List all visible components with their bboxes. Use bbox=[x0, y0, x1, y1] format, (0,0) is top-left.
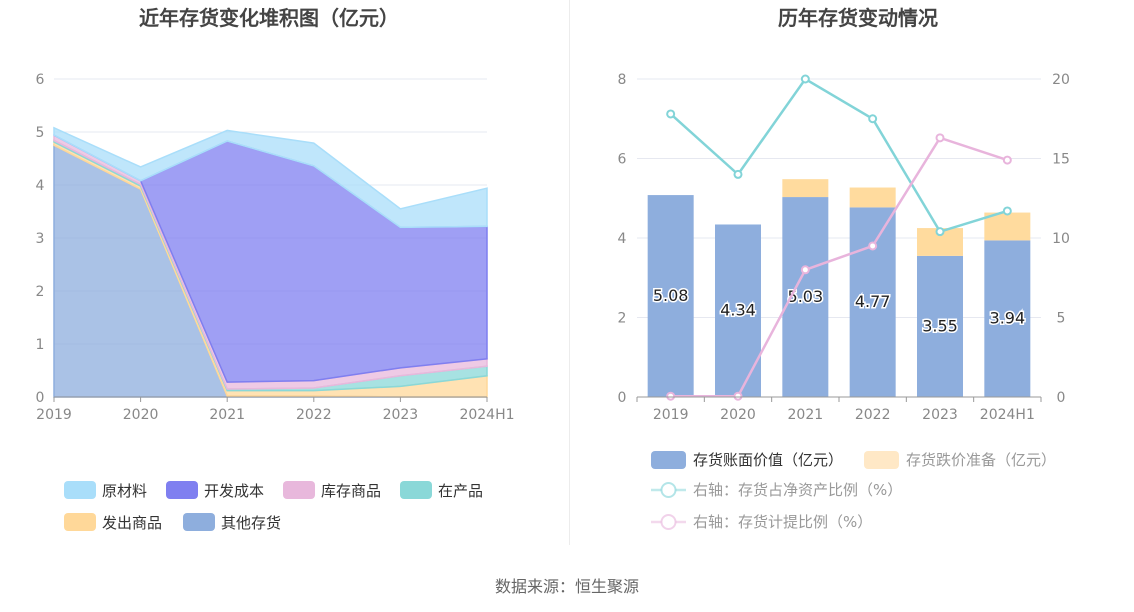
line-右轴：存货占净资产比例（%） bbox=[669, 77, 1008, 234]
left-x-tick-label: 2024H1 bbox=[459, 407, 514, 423]
bar-book-value bbox=[849, 207, 896, 397]
legend-swatch bbox=[864, 451, 899, 469]
left-x-tick-label: 2023 bbox=[383, 407, 419, 423]
line-point bbox=[868, 241, 878, 251]
left-y-tick-label: 0 bbox=[36, 390, 45, 406]
right-x-tick-label: 2023 bbox=[922, 407, 958, 423]
left-axis: 0 1 2 3 4 5 6 2019 2020 2021 2022 2023 2024H1 bbox=[36, 72, 515, 423]
right-right-y-tick-label: 5 bbox=[1057, 311, 1066, 327]
right-x-tick-label: 2022 bbox=[855, 407, 891, 423]
left-y-tick-label: 4 bbox=[36, 178, 45, 194]
legend-label: 原材料 bbox=[102, 482, 147, 500]
right-right-y-tick-label: 15 bbox=[1052, 152, 1070, 168]
right-gridlines bbox=[637, 78, 1041, 318]
right-x-tick-label: 2021 bbox=[788, 407, 824, 423]
legend-swatch bbox=[183, 513, 215, 531]
bar-data-label: 5.03 bbox=[788, 287, 824, 306]
line-point bbox=[935, 133, 945, 143]
legend-swatch bbox=[64, 481, 96, 499]
line-point bbox=[666, 109, 676, 119]
line-point bbox=[1002, 155, 1012, 165]
bar-line-chart: 历年存货变动情况 5.084.345.03 4.773.55 3.94 024680… bbox=[618, 6, 1070, 531]
bar-provision bbox=[984, 212, 1031, 241]
right-axis: 0 2 4 6 8 0 5 10 15 20 2019 2020 2021 2022 2023 2024H1 bbox=[618, 72, 1070, 423]
left-x-tick-label: 2022 bbox=[296, 407, 332, 423]
bar-data-label: 4.77 bbox=[855, 292, 891, 311]
right-left-y-tick-label: 8 bbox=[618, 72, 627, 88]
line-point bbox=[800, 265, 810, 275]
right-left-y-tick-label: 4 bbox=[618, 231, 627, 247]
bar-book-value bbox=[647, 195, 694, 397]
line-point bbox=[733, 169, 743, 179]
legend-label: 右轴：存货占净资产比例（%） bbox=[693, 481, 902, 499]
left-y-tick-label: 1 bbox=[36, 337, 45, 353]
right-chart-title: 历年存货变动情况 bbox=[778, 6, 938, 30]
right-right-y-tick-label: 10 bbox=[1052, 231, 1070, 247]
legend-swatch bbox=[166, 481, 198, 499]
right-left-y-tick-label: 0 bbox=[618, 390, 627, 406]
legend-marker bbox=[660, 482, 677, 498]
legend-marker bbox=[660, 514, 677, 530]
chart-divider bbox=[569, 0, 570, 545]
left-y-tick-label: 6 bbox=[36, 72, 45, 88]
legend-swatch bbox=[64, 513, 96, 531]
legend-label: 存货账面价值（亿元） bbox=[693, 451, 843, 469]
bar-provision bbox=[782, 179, 829, 198]
line-右轴：存货计提比例（%） bbox=[670, 136, 1008, 398]
legend-label: 在产品 bbox=[438, 482, 483, 500]
right-lines bbox=[666, 74, 1012, 401]
line-point bbox=[733, 391, 743, 401]
legend-swatch bbox=[400, 481, 432, 499]
right-left-y-tick-label: 2 bbox=[618, 311, 627, 327]
legend-label: 发出商品 bbox=[102, 514, 162, 532]
line-point bbox=[935, 227, 945, 237]
bar-data-label: 3.55 bbox=[922, 316, 958, 335]
bar-data-label: 3.94 bbox=[990, 309, 1026, 328]
right-left-y-tick-label: 6 bbox=[618, 152, 627, 168]
bar-book-value bbox=[984, 240, 1031, 397]
legend-label: 库存商品 bbox=[321, 482, 381, 500]
left-areas bbox=[53, 126, 488, 398]
legend-label: 开发成本 bbox=[204, 482, 264, 500]
line-point bbox=[666, 391, 676, 401]
left-y-tick-label: 3 bbox=[36, 231, 45, 247]
right-x-tick-label: 2019 bbox=[653, 407, 689, 423]
bar-provision bbox=[849, 187, 896, 208]
legend-label: 存货跌价准备（亿元） bbox=[906, 451, 1056, 469]
bar-data-label: 4.34 bbox=[720, 301, 756, 320]
area-原材料 bbox=[53, 126, 488, 229]
left-y-tick-label: 5 bbox=[36, 125, 45, 141]
left-chart-title: 近年存货变化堆积图（亿元） bbox=[139, 6, 399, 30]
bar-book-value bbox=[917, 255, 963, 397]
legend-swatch bbox=[283, 481, 315, 499]
bar-data-label: 5.08 bbox=[653, 286, 689, 305]
right-right-y-tick-label: 20 bbox=[1052, 72, 1070, 88]
line-point bbox=[1002, 206, 1012, 216]
right-bars: 5.08 4.34 5.03 4.77 3.55 3.94 bbox=[647, 179, 1031, 397]
right-x-tick-label: 2020 bbox=[720, 407, 756, 423]
data-source-note: 数据来源：恒生聚源 bbox=[494, 577, 639, 596]
line-point bbox=[800, 74, 810, 84]
right-right-y-tick-label: 0 bbox=[1057, 390, 1066, 406]
left-x-tick-label: 2021 bbox=[209, 407, 245, 423]
legend-swatch bbox=[651, 451, 686, 469]
right-legend: 存货账面价值（亿元） 存货跌价准备（亿元）右轴：存货占净资产比例（%） 右轴：存货计… bbox=[651, 451, 1056, 531]
legend-label: 右轴：存货计提比例（%） bbox=[693, 513, 872, 531]
legend-label: 其他存货 bbox=[221, 514, 281, 532]
left-y-tick-label: 2 bbox=[36, 284, 45, 300]
line-point bbox=[868, 114, 878, 124]
left-x-tick-label: 2020 bbox=[123, 407, 159, 423]
stacked-area-chart: 近年存货变化堆积图（亿元） 0 1 2 3 4 5 6 2019 2020 2021 2022 202… bbox=[36, 6, 515, 532]
right-x-tick-label: 2024H1 bbox=[980, 407, 1035, 423]
left-x-tick-label: 2019 bbox=[36, 407, 72, 423]
